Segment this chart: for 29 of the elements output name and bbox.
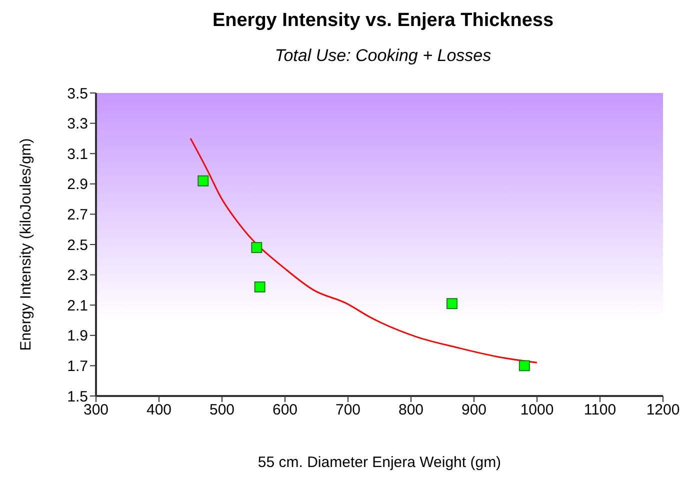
- point: [254, 281, 266, 292]
- x-tick-label: 400: [146, 402, 172, 419]
- point: [446, 298, 458, 310]
- y-tick-label: 3.5: [67, 85, 88, 102]
- line-series: [190, 138, 538, 364]
- y-tick-label: 1.7: [67, 358, 88, 376]
- y-tick-label: 2.5: [67, 236, 88, 254]
- y-tick-label: 3.3: [67, 116, 88, 133]
- x-tick-label: 1100: [584, 402, 616, 419]
- y-axis-title: Energy Intensity (kiloJoules/gm): [18, 138, 34, 351]
- point: [518, 360, 530, 372]
- y-tick-label: 1.9: [67, 328, 88, 345]
- x-tick-label: 700: [335, 402, 361, 419]
- x-tick-label: 800: [398, 402, 424, 419]
- y-tick-label: 2.3: [67, 267, 88, 284]
- x-tick-label: 500: [209, 402, 235, 419]
- point: [251, 242, 262, 254]
- y-tick-label: 2.7: [67, 206, 88, 224]
- x-tick-label: 1200: [646, 402, 680, 419]
- y-tick-label: 2.1: [67, 297, 88, 314]
- y-tick-label: 2.9: [67, 176, 88, 194]
- x-tick-label: 1000: [520, 402, 554, 419]
- point: [198, 175, 209, 186]
- chart-subtitle: Total Use: Cooking + Losses: [274, 46, 492, 65]
- x-axis-title: 55 cm. Diameter Enjera Weight (gm): [258, 454, 502, 471]
- x-tick-label: 900: [461, 402, 487, 419]
- x-tick-label: 600: [272, 402, 298, 419]
- chart-title: Energy Intensity vs. Enjera Thickness: [212, 10, 554, 31]
- y-tick-label: 3.1: [67, 146, 88, 163]
